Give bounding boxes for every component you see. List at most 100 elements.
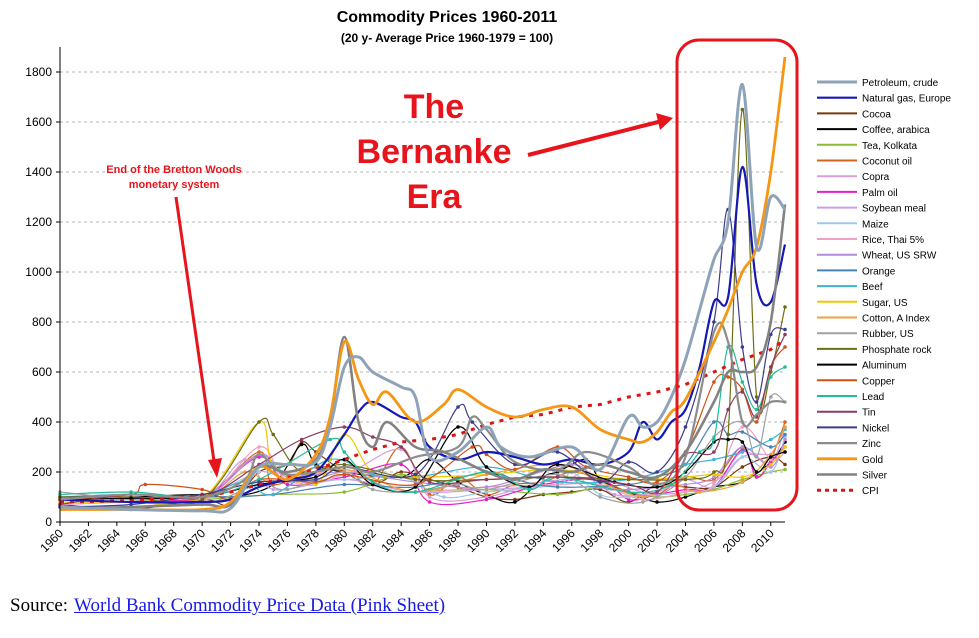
- data-point: [484, 452, 489, 457]
- bernanke-era-highlight-box: [675, 38, 799, 512]
- data-point: [626, 482, 631, 487]
- data-point: [484, 495, 489, 499]
- data-point: [726, 375, 730, 379]
- data-point: [754, 475, 759, 479]
- x-tick-label: 1966: [123, 526, 152, 555]
- data-point: [768, 470, 773, 474]
- data-point: [754, 407, 759, 412]
- legend-label-aluminum: Aluminum: [862, 361, 906, 372]
- y-axis: 0 200 400 600 800 1000 1200 1400 1600 1800: [25, 47, 61, 529]
- data-point: [314, 475, 318, 479]
- data-point: [712, 475, 716, 479]
- data-point: [427, 495, 432, 499]
- data-point: [626, 490, 631, 494]
- data-point: [527, 487, 531, 492]
- data-point: [129, 490, 133, 494]
- data-point: [740, 455, 745, 459]
- data-point: [257, 445, 261, 449]
- data-point: [513, 467, 517, 472]
- x-tick-label: 1972: [208, 526, 237, 555]
- legend-label-rice-thai-5: Rice, Thai 5%: [862, 235, 924, 246]
- data-point: [129, 502, 133, 507]
- data-point: [740, 440, 745, 444]
- x-tick-label: 1978: [293, 526, 322, 555]
- legend-label-orange: Orange: [862, 266, 896, 277]
- data-point: [555, 450, 560, 454]
- data-point: [783, 450, 787, 454]
- data-point: [314, 480, 318, 484]
- x-tick-label: 1962: [66, 526, 95, 555]
- x-tick-label: 2000: [606, 526, 635, 555]
- data-point: [314, 477, 318, 482]
- data-point: [712, 450, 716, 454]
- series-line-aluminum: [59, 426, 786, 501]
- data-point: [768, 460, 773, 464]
- data-point: [456, 405, 460, 409]
- data-point: [342, 477, 347, 482]
- data-point: [513, 500, 517, 504]
- data-point: [342, 467, 347, 472]
- data-point: [683, 477, 688, 482]
- legend-label-cotton-a-index: Cotton, A Index: [862, 314, 930, 325]
- data-point: [783, 345, 787, 349]
- x-tick-label: 2004: [663, 526, 692, 555]
- data-point: [427, 480, 432, 484]
- legend-label-tin: Tin: [862, 408, 876, 419]
- data-point: [783, 327, 787, 332]
- series-line-cpi: [59, 338, 786, 504]
- source-link[interactable]: World Bank Commodity Price Data (Pink Sh…: [74, 595, 446, 616]
- legend: Petroleum, crude Natural gas, Europe Cocoa…: [817, 78, 951, 497]
- legend-label-silver: Silver: [862, 471, 888, 482]
- data-point: [655, 480, 659, 484]
- data-point: [413, 480, 418, 484]
- bernanke-arrow-shaft: [527, 119, 663, 157]
- data-point: [342, 462, 347, 467]
- x-tick-label: 1986: [407, 526, 436, 555]
- legend-label-tea-kolkata: Tea, Kolkata: [862, 141, 917, 152]
- x-tick-label: 1976: [265, 526, 294, 555]
- bretton-woods-label-line-1: End of the Bretton Woods: [106, 164, 241, 176]
- data-point: [726, 432, 730, 437]
- data-point: [655, 500, 659, 504]
- data-point: [740, 387, 745, 392]
- data-point: [783, 305, 787, 309]
- data-point: [257, 477, 261, 482]
- data-point: [626, 497, 631, 502]
- data-point: [683, 482, 688, 487]
- legend-label-copper: Copper: [862, 376, 895, 387]
- data-point: [783, 437, 787, 442]
- data-point: [456, 425, 460, 429]
- legend-label-zinc: Zinc: [862, 439, 881, 450]
- source-line: Source: World Bank Commodity Price Data (…: [10, 595, 445, 617]
- legend-label-natural-gas-europe: Natural gas, Europe: [862, 94, 951, 105]
- data-point: [342, 450, 347, 454]
- data-point: [740, 380, 745, 384]
- legend-label-maize: Maize: [862, 219, 889, 230]
- data-point: [299, 437, 304, 442]
- legend-label-palm-oil: Palm oil: [862, 188, 898, 199]
- data-point: [740, 450, 745, 454]
- data-point: [200, 497, 204, 502]
- legend-label-petroleum-crude: Petroleum, crude: [862, 78, 939, 89]
- data-point: [413, 482, 418, 487]
- data-point: [342, 472, 347, 477]
- data-point: [740, 477, 745, 482]
- x-tick-label: 1988: [435, 526, 464, 555]
- bernanke-label-line-2: Bernanke: [357, 133, 512, 171]
- data-point: [783, 432, 787, 437]
- data-point: [655, 470, 659, 474]
- data-point: [555, 475, 560, 479]
- data-point: [555, 482, 560, 487]
- legend-label-gold: Gold: [862, 455, 883, 466]
- y-tick-label: 1400: [25, 165, 52, 179]
- data-point: [768, 455, 773, 459]
- data-point: [314, 482, 318, 487]
- series-line-gold: [60, 56, 787, 512]
- data-point: [768, 375, 773, 379]
- legend-label-sugar-us: Sugar, US: [862, 298, 908, 309]
- data-point: [754, 400, 759, 404]
- data-point: [413, 477, 418, 482]
- data-point: [726, 407, 730, 412]
- x-tick-label: 1990: [464, 526, 493, 555]
- y-tick-label: 200: [32, 465, 52, 479]
